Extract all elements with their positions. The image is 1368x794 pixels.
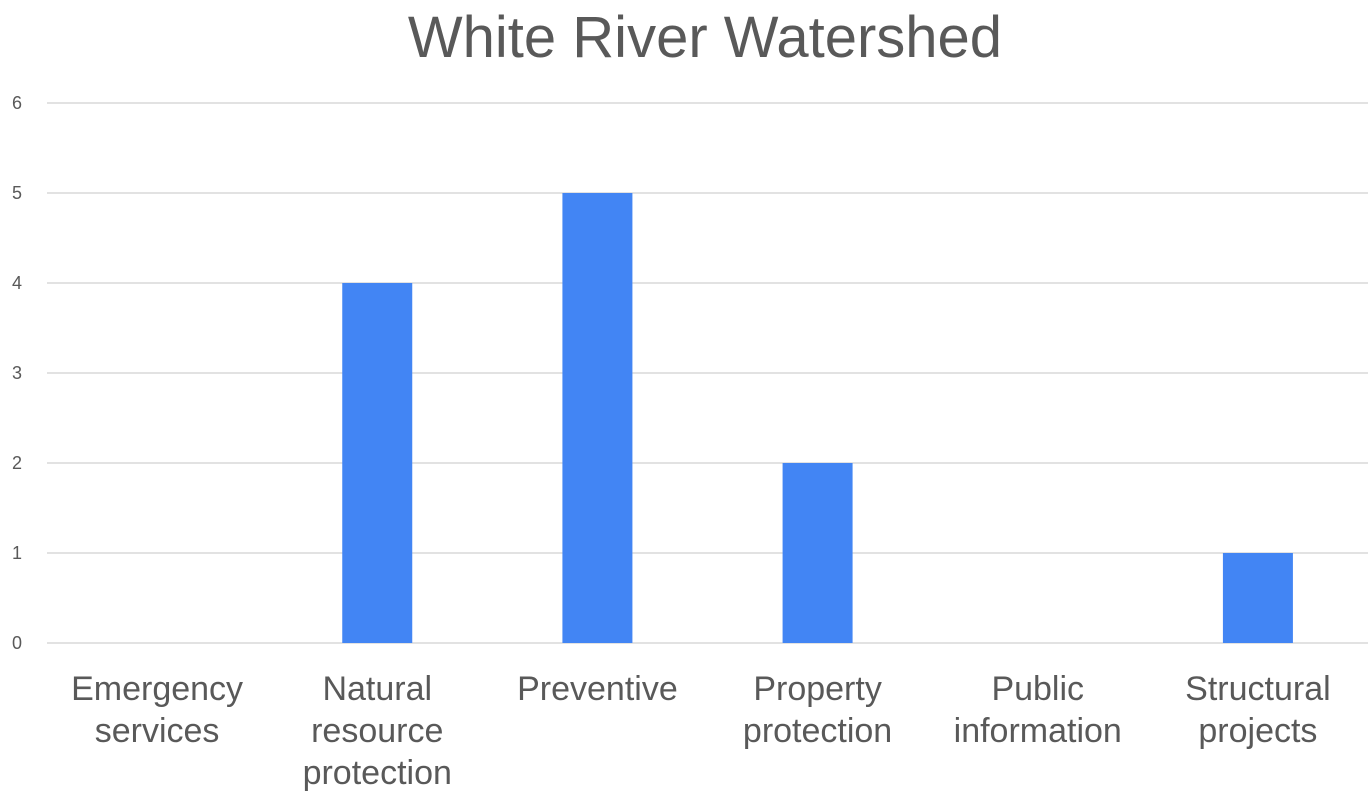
x-category-label-line: projects <box>1198 712 1317 750</box>
x-category-label-line: Structural <box>1185 670 1331 708</box>
x-category-label: Natural resource protection <box>303 670 452 792</box>
y-tick-label: 6 <box>12 93 22 113</box>
x-category-label-line: Property <box>753 670 882 708</box>
y-tick-label: 3 <box>12 363 22 383</box>
y-tick-label: 5 <box>12 183 22 203</box>
x-category-label: Structural projects <box>1185 670 1331 750</box>
x-category-label: Public information <box>954 670 1122 750</box>
x-category-label-line: information <box>954 712 1122 750</box>
bar <box>1222 553 1293 643</box>
x-axis-labels: Emergency services Natural resource protecti… <box>71 670 1331 792</box>
x-category-label: Preventive <box>517 670 678 708</box>
x-category-label-line: protection <box>743 712 892 750</box>
bar <box>782 463 853 643</box>
x-category-label-line: services <box>95 712 220 750</box>
x-category-label-line: Natural <box>322 670 432 708</box>
y-tick-label: 0 <box>12 633 22 653</box>
chart-title: White River Watershed <box>407 5 1003 70</box>
y-axis-ticks: 0 1 2 3 4 5 6 <box>12 93 22 653</box>
bar <box>562 193 633 643</box>
x-category-label: Property protection <box>743 670 892 750</box>
y-tick-label: 4 <box>12 273 22 293</box>
x-category-label-line: protection <box>303 754 452 792</box>
gridlines <box>47 102 1368 644</box>
x-category-label-line: resource <box>311 712 443 750</box>
x-category-label-line: Emergency <box>71 670 243 708</box>
y-tick-label: 1 <box>12 543 22 563</box>
x-category-label: Emergency services <box>71 670 243 750</box>
bar <box>342 283 413 643</box>
x-category-label-line: Preventive <box>517 670 678 708</box>
y-tick-label: 2 <box>12 453 22 473</box>
bars <box>342 193 1293 643</box>
x-category-label-line: Public <box>991 670 1084 708</box>
